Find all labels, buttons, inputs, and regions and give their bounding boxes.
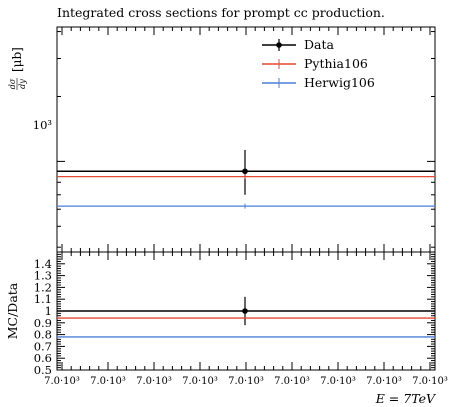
x-tick-label: 7.0·10³ <box>228 376 264 387</box>
data-point <box>242 168 248 175</box>
main-y-axis-label: dσ dy [μb] <box>8 47 27 90</box>
ratio-ytick-label: 1.3 <box>34 269 52 283</box>
x-tick-label: 7.0·10³ <box>320 376 356 387</box>
ratio-ytick-label: 1.1 <box>34 292 52 306</box>
ratio-ytick-label: 0.9 <box>34 316 52 330</box>
chart-title: Integrated cross sections for prompt cc … <box>57 5 385 20</box>
main-panel-frame <box>56 26 436 253</box>
x-tick-label: 7.0·10³ <box>136 376 172 387</box>
x-tick-label: 7.0·10³ <box>182 376 218 387</box>
x-tick-label: 7.0·10³ <box>44 376 80 387</box>
ratio-series-group <box>57 296 435 338</box>
ratio-ytick-label: 0.5 <box>34 363 52 377</box>
ratio-ytick-labels: 0.50.60.70.80.911.11.21.31.4 <box>34 257 52 377</box>
y-label-numerator: dσ <box>8 78 17 89</box>
ratio-ytick-label: 0.8 <box>34 328 52 342</box>
legend-label-data: Data <box>304 37 334 52</box>
y-label-denominator: dy <box>18 79 27 89</box>
legend-label-pythia106: Pythia106 <box>304 56 368 71</box>
ratio-panel-ticks <box>57 251 435 371</box>
legend: Data Pythia106 Herwig106 <box>262 37 375 90</box>
ratio-ytick-label: 0.7 <box>34 339 52 353</box>
y-label-unit: [μb] <box>10 47 24 72</box>
main-panel-ticks <box>57 31 435 248</box>
ratio-data-point <box>242 308 248 314</box>
ratio-ytick-label: 1.4 <box>34 257 52 271</box>
legend-data-marker <box>276 42 282 48</box>
ratio-ytick-label: 0.6 <box>34 351 52 365</box>
x-axis-label: E = 7TeV <box>375 391 437 406</box>
x-tick-label: 7.0·10³ <box>274 376 310 387</box>
x-tick-label: 7.0·10³ <box>412 376 448 387</box>
ratio-y-axis-label: MC/Data <box>5 282 20 339</box>
legend-label-herwig106: Herwig106 <box>304 75 375 90</box>
ratio-ytick-label: 1.2 <box>34 280 52 294</box>
x-axis-ticks <box>61 27 431 370</box>
ratio-ytick-label: 1 <box>45 304 52 318</box>
x-tick-labels: 7.0·10³ 7.0·10³ 7.0·10³ 7.0·10³ 7.0·10³ 7.0·1… <box>44 376 448 387</box>
main-series-group <box>57 149 435 209</box>
main-ytick-label: 10³ <box>33 118 53 132</box>
x-tick-label: 7.0·10³ <box>90 376 126 387</box>
x-tick-label: 7.0·10³ <box>366 376 402 387</box>
